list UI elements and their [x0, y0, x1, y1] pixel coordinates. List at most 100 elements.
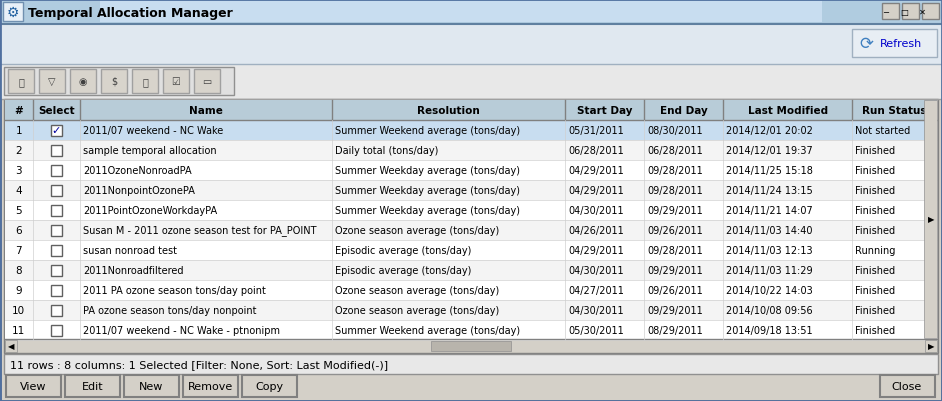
Bar — [51, 125, 62, 136]
Text: Copy: Copy — [255, 381, 284, 391]
Bar — [922, 4, 939, 20]
Bar — [6, 375, 61, 397]
Text: 09/29/2011: 09/29/2011 — [647, 305, 703, 315]
Text: Last Modified: Last Modified — [748, 106, 828, 116]
Text: Name: Name — [189, 106, 223, 116]
Text: Summer Weekday average (tons/day): Summer Weekday average (tons/day) — [335, 205, 521, 215]
Text: ☑: ☑ — [171, 77, 180, 87]
Bar — [924, 101, 937, 338]
Text: Finished: Finished — [855, 305, 895, 315]
Text: View: View — [20, 381, 47, 391]
Text: 4: 4 — [15, 186, 23, 196]
Text: 05/30/2011: 05/30/2011 — [568, 325, 624, 335]
Bar — [132, 70, 158, 94]
Text: Episodic average (tons/day): Episodic average (tons/day) — [335, 245, 472, 255]
Text: New: New — [139, 381, 164, 391]
Text: Not started: Not started — [855, 126, 910, 136]
Bar — [880, 375, 935, 397]
Text: 3: 3 — [15, 166, 23, 176]
Bar — [51, 205, 62, 216]
Text: Finished: Finished — [855, 166, 895, 176]
Text: 5: 5 — [15, 205, 23, 215]
Text: Summer Weekday average (tons/day): Summer Weekday average (tons/day) — [335, 166, 521, 176]
Text: Run Status: Run Status — [862, 106, 927, 116]
Text: ◀: ◀ — [8, 342, 14, 350]
Bar — [5, 241, 937, 260]
Bar — [5, 320, 937, 340]
Bar — [51, 265, 62, 276]
Bar — [852, 30, 937, 58]
Bar — [51, 185, 62, 196]
Text: ▶: ▶ — [928, 215, 934, 224]
Text: 2011/07 weekend - NC Wake: 2011/07 weekend - NC Wake — [83, 126, 223, 136]
Text: 2014/11/03 11:29: 2014/11/03 11:29 — [726, 265, 813, 275]
Text: 09/26/2011: 09/26/2011 — [647, 225, 703, 235]
Text: Summer Weekend average (tons/day): Summer Weekend average (tons/day) — [335, 126, 521, 136]
Text: 04/30/2011: 04/30/2011 — [568, 265, 624, 275]
Bar — [5, 160, 937, 180]
Text: 09/28/2011: 09/28/2011 — [647, 245, 703, 255]
Bar — [51, 145, 62, 156]
Bar — [431, 341, 511, 351]
Text: Finished: Finished — [855, 285, 895, 295]
Bar — [39, 70, 65, 94]
Text: Finished: Finished — [855, 186, 895, 196]
Text: Episodic average (tons/day): Episodic average (tons/day) — [335, 265, 472, 275]
Text: 04/29/2011: 04/29/2011 — [568, 166, 624, 176]
Bar — [5, 101, 937, 121]
Bar — [5, 180, 937, 200]
Bar — [51, 305, 62, 316]
Bar — [100, 2, 822, 23]
Text: Running: Running — [855, 245, 895, 255]
Text: 2011OzoneNonroadPA: 2011OzoneNonroadPA — [83, 166, 192, 176]
Text: 09/26/2011: 09/26/2011 — [647, 285, 703, 295]
Bar — [51, 165, 62, 176]
Text: 2011PointOzoneWorkdayPA: 2011PointOzoneWorkdayPA — [83, 205, 218, 215]
Bar — [5, 200, 937, 221]
Text: 2011Nonroadfiltered: 2011Nonroadfiltered — [83, 265, 184, 275]
Text: Finished: Finished — [855, 325, 895, 335]
Text: 9: 9 — [15, 285, 23, 295]
Text: 04/29/2011: 04/29/2011 — [568, 245, 624, 255]
Bar — [0, 25, 942, 65]
Text: $: $ — [111, 77, 117, 87]
Bar — [0, 0, 942, 25]
Bar — [124, 375, 179, 397]
Bar — [4, 354, 938, 374]
Text: Finished: Finished — [855, 146, 895, 156]
Bar — [4, 68, 234, 96]
Text: ⟳: ⟳ — [859, 35, 873, 53]
Text: 2014/11/24 13:15: 2014/11/24 13:15 — [726, 186, 813, 196]
Text: Temporal Allocation Manager: Temporal Allocation Manager — [28, 6, 233, 20]
Text: Select: Select — [38, 106, 74, 116]
Text: ▭: ▭ — [203, 77, 212, 87]
Text: 05/31/2011: 05/31/2011 — [568, 126, 624, 136]
Bar — [65, 375, 120, 397]
Text: 06/28/2011: 06/28/2011 — [568, 146, 624, 156]
Text: 2014/09/18 13:51: 2014/09/18 13:51 — [726, 325, 813, 335]
Text: End Day: End Day — [659, 106, 707, 116]
Text: ⬛: ⬛ — [18, 77, 24, 87]
Text: 2: 2 — [15, 146, 23, 156]
Text: ⏮: ⏮ — [142, 77, 148, 87]
Text: 2014/12/01 19:37: 2014/12/01 19:37 — [726, 146, 813, 156]
Bar — [5, 260, 937, 280]
Text: 2014/11/03 14:40: 2014/11/03 14:40 — [726, 225, 813, 235]
Text: 2014/12/01 20:02: 2014/12/01 20:02 — [726, 126, 813, 136]
Text: #: # — [14, 106, 24, 116]
Text: Summer Weekday average (tons/day): Summer Weekday average (tons/day) — [335, 186, 521, 196]
Bar — [242, 375, 297, 397]
Text: Daily total (tons/day): Daily total (tons/day) — [335, 146, 439, 156]
Text: 2014/10/22 14:03: 2014/10/22 14:03 — [726, 285, 813, 295]
Bar — [3, 3, 23, 22]
Text: 6: 6 — [15, 225, 23, 235]
Text: 08/30/2011: 08/30/2011 — [647, 126, 703, 136]
Bar — [183, 375, 238, 397]
Bar — [4, 339, 938, 353]
Text: 09/28/2011: 09/28/2011 — [647, 166, 703, 176]
Text: 1: 1 — [15, 126, 23, 136]
Text: 2011 PA ozone season tons/day point: 2011 PA ozone season tons/day point — [83, 285, 266, 295]
Text: □: □ — [900, 8, 908, 16]
Bar — [8, 70, 34, 94]
Text: ▽: ▽ — [48, 77, 56, 87]
